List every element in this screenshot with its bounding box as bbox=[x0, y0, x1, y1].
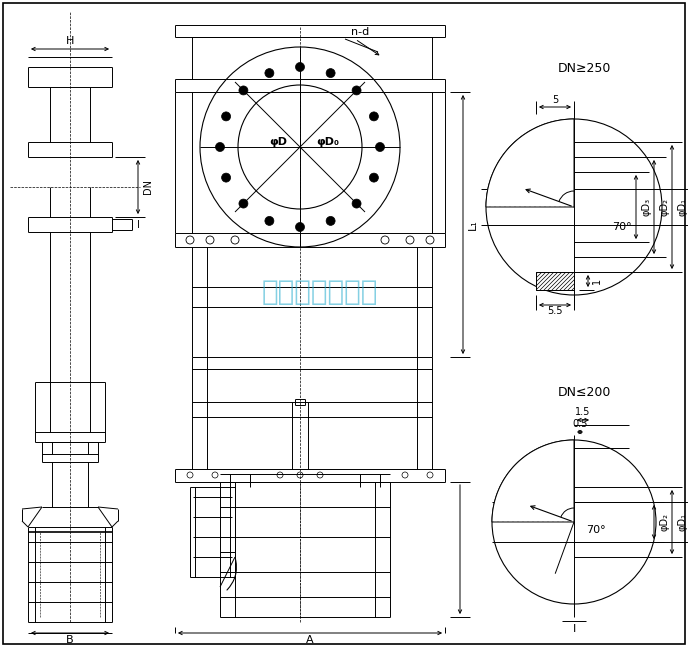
Text: A: A bbox=[306, 635, 314, 645]
Circle shape bbox=[239, 199, 248, 208]
Text: φD₂: φD₂ bbox=[659, 198, 669, 216]
Circle shape bbox=[215, 142, 224, 151]
Circle shape bbox=[352, 86, 361, 95]
Text: φD₀: φD₀ bbox=[316, 137, 339, 147]
Text: φD₃: φD₃ bbox=[641, 198, 651, 216]
Circle shape bbox=[352, 199, 361, 208]
Text: 1.5: 1.5 bbox=[575, 407, 591, 417]
Circle shape bbox=[296, 63, 305, 72]
Text: 上海泸山阀门厂: 上海泸山阀门厂 bbox=[262, 278, 378, 306]
Circle shape bbox=[326, 216, 335, 225]
Circle shape bbox=[376, 142, 385, 151]
Text: L₁: L₁ bbox=[468, 219, 478, 230]
Text: 70°: 70° bbox=[586, 525, 606, 535]
Polygon shape bbox=[486, 119, 574, 207]
Circle shape bbox=[239, 86, 248, 95]
Circle shape bbox=[296, 223, 305, 232]
Text: φD: φD bbox=[269, 137, 287, 147]
Circle shape bbox=[326, 69, 335, 78]
Circle shape bbox=[265, 69, 274, 78]
Polygon shape bbox=[536, 272, 574, 290]
Text: 5.5: 5.5 bbox=[547, 306, 563, 316]
Text: 5: 5 bbox=[552, 95, 558, 105]
Circle shape bbox=[222, 173, 230, 182]
Text: I: I bbox=[572, 624, 576, 634]
Text: H: H bbox=[66, 36, 74, 46]
Text: 1: 1 bbox=[592, 278, 602, 284]
Circle shape bbox=[265, 216, 274, 225]
Text: DN: DN bbox=[143, 179, 153, 195]
Text: DN≤200: DN≤200 bbox=[557, 386, 611, 399]
Text: φD₁: φD₁ bbox=[677, 513, 687, 531]
Text: I: I bbox=[136, 220, 140, 230]
Text: B: B bbox=[66, 635, 74, 645]
Circle shape bbox=[369, 112, 378, 121]
Text: φD₂: φD₂ bbox=[659, 513, 669, 531]
Circle shape bbox=[369, 173, 378, 182]
Text: 0.5: 0.5 bbox=[572, 419, 588, 429]
Polygon shape bbox=[492, 440, 574, 522]
Text: 70°: 70° bbox=[612, 222, 632, 232]
Text: φD₁: φD₁ bbox=[677, 198, 687, 216]
Circle shape bbox=[222, 112, 230, 121]
Text: n-d: n-d bbox=[351, 27, 369, 37]
Text: DN≥250: DN≥250 bbox=[557, 63, 611, 76]
